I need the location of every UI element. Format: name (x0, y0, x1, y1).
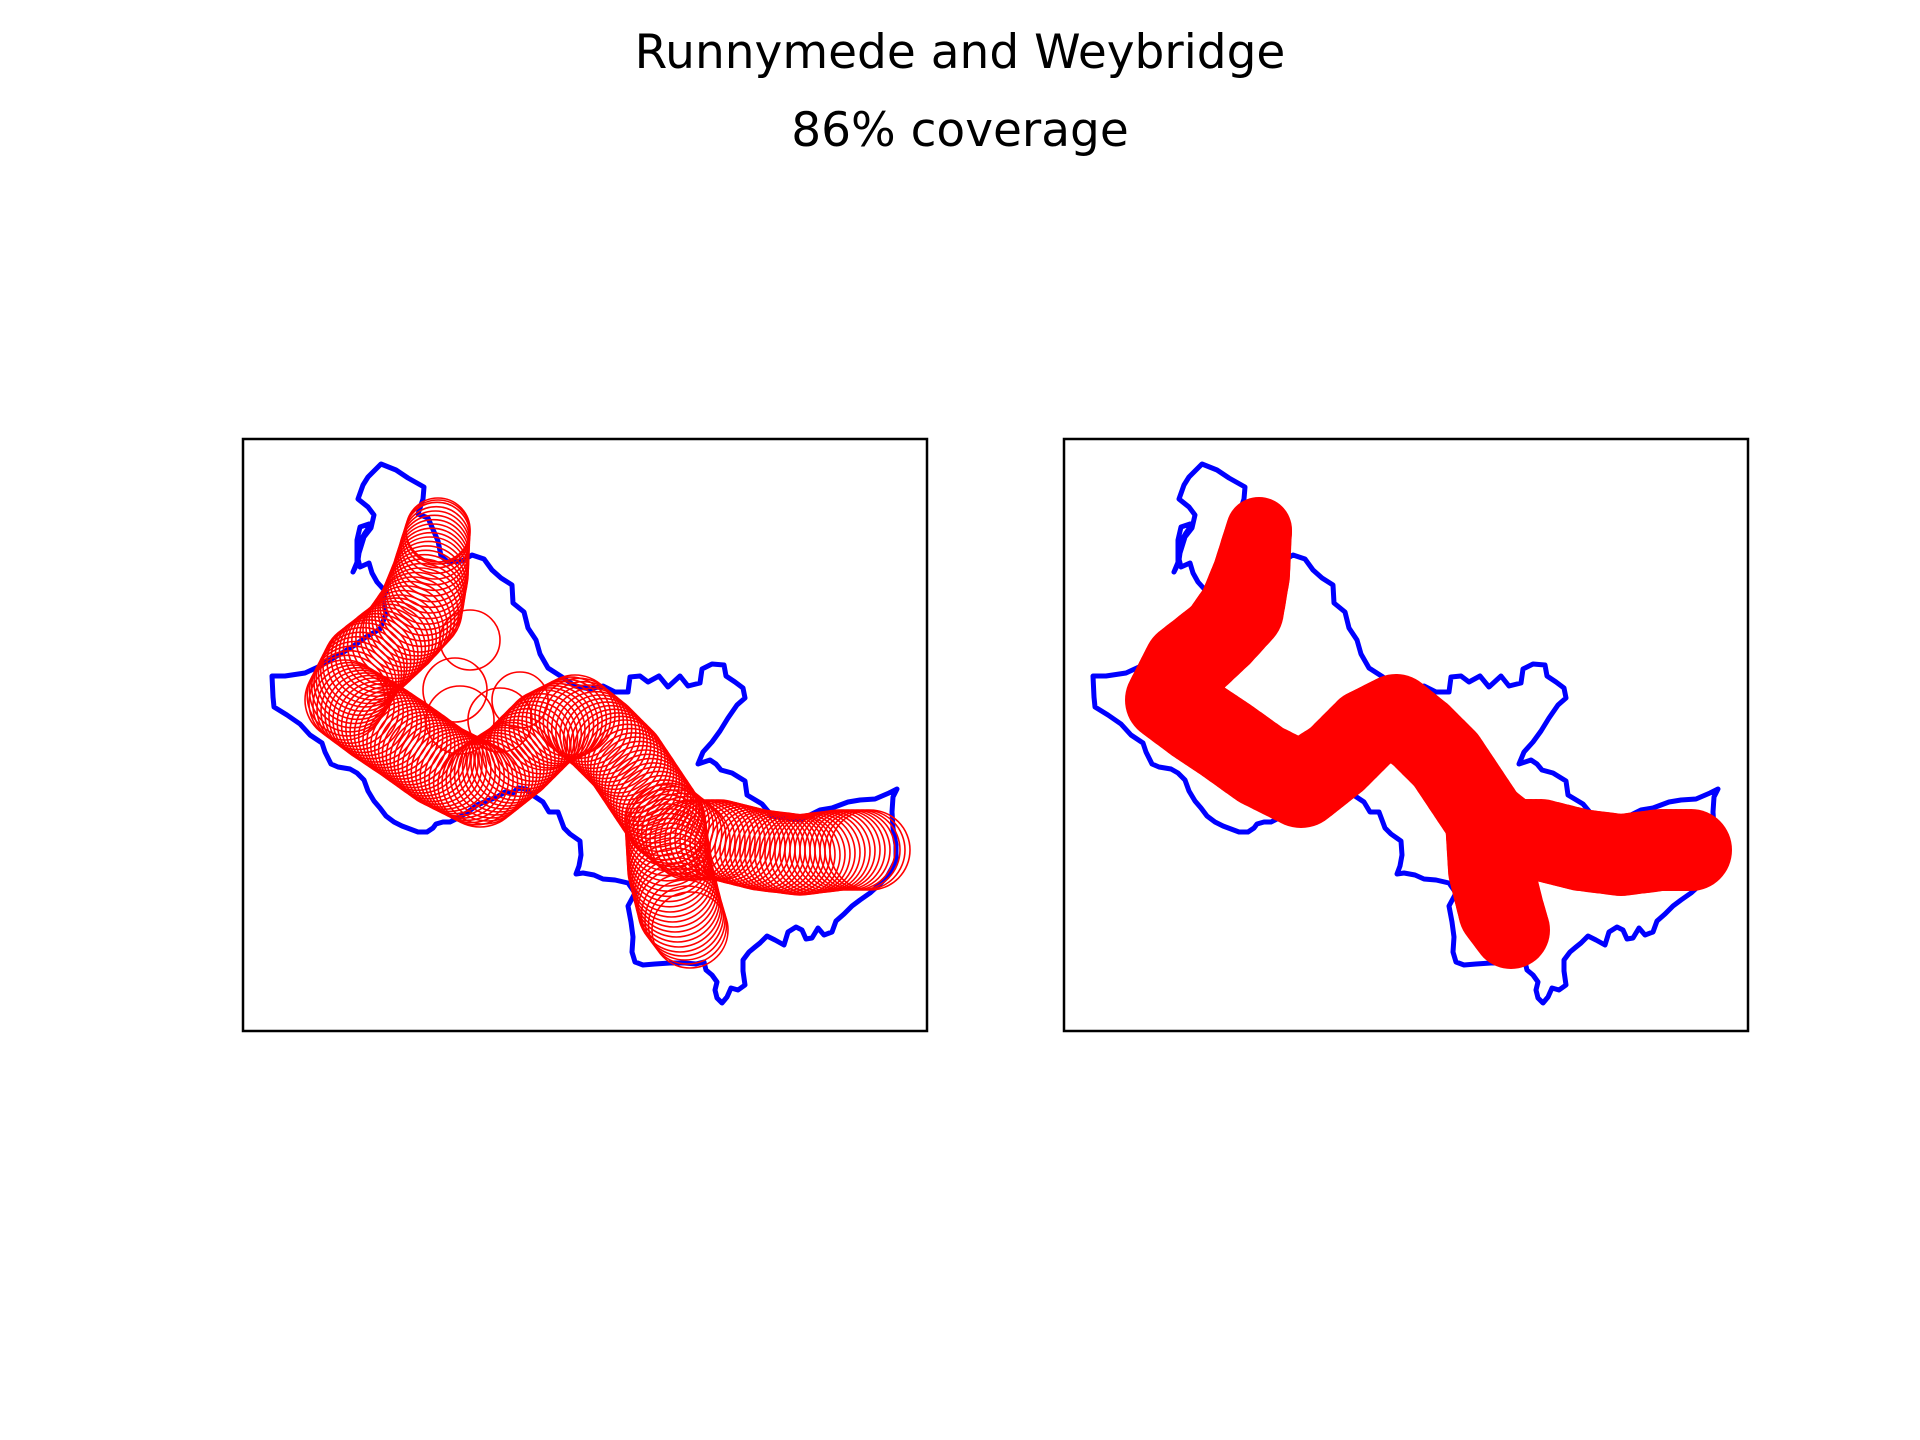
coverage-circle (573, 708, 656, 791)
coverage-circle (640, 873, 725, 957)
coverage-circle (554, 690, 637, 773)
figure-title: Runnymede and Weybridge (634, 25, 1286, 80)
coverage-filled-panel (1062, 437, 1750, 1033)
coverage-subtitle: 86% coverage (791, 103, 1129, 158)
coverage-circle (362, 589, 445, 672)
coverage-circle (312, 664, 395, 748)
coverage-circle (306, 654, 389, 737)
coverage-circle (457, 729, 542, 813)
coverage-circle-inner (439, 609, 501, 671)
coverage-circle (308, 661, 391, 745)
coverage-circle (342, 606, 427, 690)
coverage-circle (405, 499, 471, 565)
coverage-circle (401, 724, 488, 811)
coverage-circle (538, 677, 621, 760)
coverage-circle (569, 704, 652, 787)
coverage-circle (589, 727, 672, 810)
coverage-circle (319, 626, 406, 713)
coverage-circle (577, 712, 659, 794)
coverage-circle (385, 713, 472, 800)
coverage-circles (304, 497, 911, 969)
coverage-circle (304, 659, 386, 741)
right-axes-frame (1062, 437, 1750, 1033)
coverage-circle (410, 728, 497, 815)
coverage-circle (496, 696, 579, 779)
coverage-circle (542, 680, 625, 763)
coverage-circle (406, 726, 492, 813)
coverage-circle (644, 879, 726, 961)
coverage-disc (1472, 891, 1550, 969)
coverage-circle-inner (425, 685, 495, 755)
coverage-circle (592, 732, 675, 814)
coverage-disc (1650, 809, 1732, 891)
left-axes-frame (241, 437, 929, 1033)
coverage-circle (414, 731, 501, 817)
coverage-circle-inner (467, 687, 533, 753)
coverage-circle-inner (491, 671, 549, 729)
coverage-circle (647, 885, 728, 965)
coverage-circle (397, 722, 483, 808)
coverage-circle (317, 631, 403, 717)
coverage-circle (829, 809, 911, 891)
coverage-circle (366, 699, 452, 786)
coverage-fill (1125, 497, 1732, 969)
coverage-circle (371, 576, 456, 661)
coverage-circle (562, 697, 645, 780)
coverage-circle (508, 687, 591, 769)
coverage-circle (512, 684, 595, 767)
coverage-circle (474, 719, 556, 801)
coverage-disc (1226, 499, 1292, 565)
coverage-circle (334, 612, 419, 698)
coverage-circle (651, 891, 729, 969)
coverage-circles-panel (241, 437, 929, 1033)
